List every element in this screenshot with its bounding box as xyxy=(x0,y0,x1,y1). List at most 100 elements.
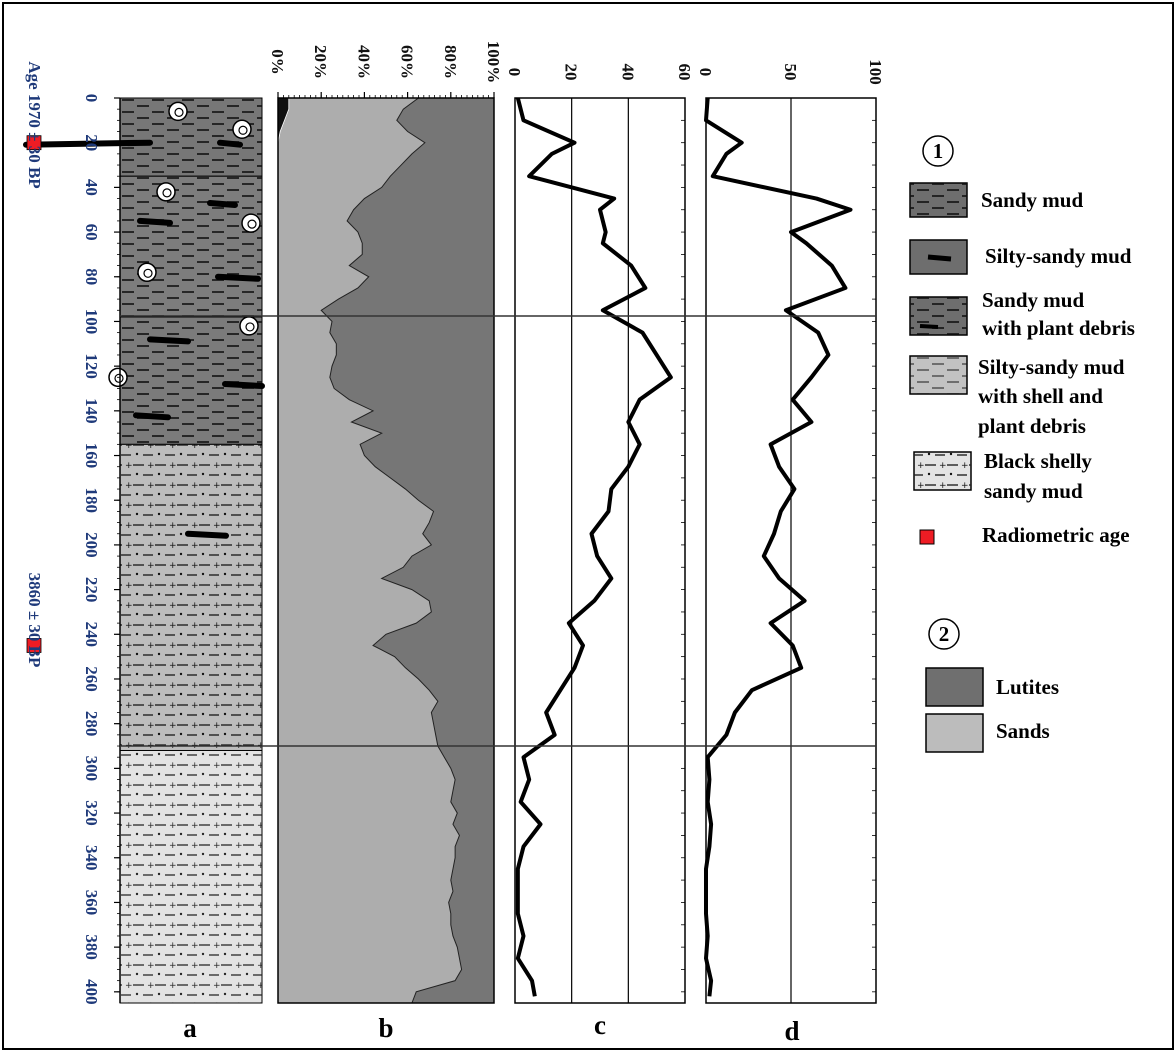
depth-tick-label: 40 xyxy=(82,179,101,196)
x-tick-label: 60% xyxy=(398,45,417,79)
shell-icon xyxy=(239,316,259,336)
legend-item-sandy-mud: Sandy mud xyxy=(909,182,1083,218)
plant-debris-mark xyxy=(147,336,191,345)
lithology-pattern xyxy=(120,316,262,445)
x-tick-label: 40% xyxy=(354,45,373,79)
panel-d-series-line xyxy=(704,97,853,997)
depth-tick-label: 320 xyxy=(82,800,101,826)
panel-label-a: a xyxy=(183,1013,197,1043)
legend-label: with shell and xyxy=(978,384,1103,408)
depth-tick-label: 60 xyxy=(82,224,101,241)
legend-item-radiometric-age: Radiometric age xyxy=(919,523,1130,547)
shell-icon xyxy=(156,182,176,202)
panel-label-d: d xyxy=(784,1016,799,1046)
depth-tick-label: 120 xyxy=(82,353,101,379)
depth-tick-label: 20 xyxy=(82,134,101,151)
x-tick-label: 40 xyxy=(618,64,637,81)
lithology-pattern xyxy=(120,176,262,317)
depth-tick-label: 80 xyxy=(82,268,101,285)
plant-debris-mark xyxy=(207,200,238,209)
depth-tick-label: 400 xyxy=(82,979,101,1005)
shell-icon xyxy=(241,213,261,233)
plant-debris-mark xyxy=(23,139,153,148)
legend-label: Black shelly xyxy=(984,449,1092,473)
x-tick-label: 0 xyxy=(696,68,715,77)
legend-swatch-pattern xyxy=(910,297,967,335)
x-tick-label: 50 xyxy=(781,64,800,81)
lithology-pattern xyxy=(120,750,262,1003)
legend-label: Radiometric age xyxy=(982,523,1130,547)
shell-icon-inner xyxy=(174,107,184,118)
legend-swatch xyxy=(925,713,984,753)
sands-area xyxy=(277,97,463,1004)
legend-item-lutites: Lutites xyxy=(925,667,1059,707)
legend-label: Lutites xyxy=(996,675,1059,699)
legend: 1 Sandy mud Silty-sandy mud Sandy mud wi… xyxy=(909,135,1135,753)
legend-label: sandy mud xyxy=(984,479,1083,503)
shell-icon-inner xyxy=(238,125,248,135)
plant-debris-mark xyxy=(215,273,261,282)
shell-icon xyxy=(232,119,252,140)
depth-tick-label: 0 xyxy=(82,94,101,103)
shell-icon-inner xyxy=(247,219,257,229)
legend-label: Sands xyxy=(996,719,1050,743)
legend-swatch-mark xyxy=(927,254,952,262)
depth-tick-label: 140 xyxy=(82,398,101,424)
legend-swatch-pattern xyxy=(910,183,967,217)
panel-c: 0 20 40 60 c xyxy=(505,64,694,1041)
panel-c-gridlines xyxy=(571,98,629,1003)
x-tick-label: 20% xyxy=(311,45,330,79)
shell-icon-inner xyxy=(114,373,124,383)
shell-icon xyxy=(137,262,157,283)
panel-d-x-ticks: 0 50 100 xyxy=(696,59,885,993)
lithology-symbols xyxy=(23,101,265,539)
x-tick-label: 0% xyxy=(268,49,287,75)
legend-label: with plant debris xyxy=(982,316,1135,340)
legend-label: Sandy mud xyxy=(981,188,1083,212)
depth-tick-label: 280 xyxy=(82,711,101,737)
plant-debris-mark xyxy=(222,381,265,390)
depth-tick-label: 260 xyxy=(82,666,101,692)
depth-ticks: 0 20 40 60 80 100 120 140 160 180 200 220 240 260 280 3… xyxy=(82,94,120,1005)
legend-item-sandy-mud-plant: Sandy mud with plant debris xyxy=(909,288,1135,340)
legend-label: Silty-sandy mud xyxy=(985,244,1132,268)
radiometric-ages: Age 1970 ± 30 BP 3860 ± 30 BP xyxy=(25,61,44,667)
plant-debris-mark xyxy=(185,530,229,539)
x-tick-label: 100% xyxy=(484,41,503,84)
legend-item-sands: Sands xyxy=(925,713,1050,753)
radiometric-age-label: 3860 ± 30 BP xyxy=(25,573,44,668)
shell-icon-inner xyxy=(162,188,172,198)
radiometric-age-marker xyxy=(26,638,42,653)
depth-tick-label: 340 xyxy=(82,845,101,871)
legend-item-silty-shell-plant: Silty-sandy mud with shell and plant deb… xyxy=(909,355,1125,438)
panel-label-b: b xyxy=(378,1013,393,1043)
depth-tick-label: 200 xyxy=(82,532,101,558)
shell-icon xyxy=(168,101,188,122)
x-tick-label: 80% xyxy=(441,45,460,79)
legend-label: Sandy mud xyxy=(982,288,1084,312)
depth-tick-label: 100 xyxy=(82,309,101,335)
panel-b-x-ticks: 0% 20% 40% 60% 80% 100% xyxy=(268,41,503,98)
legend-1-marker xyxy=(922,135,954,167)
lithology-units xyxy=(119,97,263,1004)
legend-2-marker xyxy=(928,618,960,650)
depth-tick-label: 300 xyxy=(82,756,101,782)
legend-item-black-shelly: Black shelly sandy mud xyxy=(913,449,1092,503)
legend-swatch xyxy=(909,239,968,275)
radiometric-age-marker xyxy=(26,135,42,151)
panel-a: 0 20 40 60 80 100 120 140 160 180 200 220 240 260 280 3… xyxy=(23,61,265,1043)
panel-b: 0% 20% 40% 60% 80% 100% b xyxy=(268,41,503,1043)
depth-tick-label: 240 xyxy=(82,622,101,648)
legend-label: plant debris xyxy=(978,414,1086,438)
panel-c-frame xyxy=(514,97,686,1004)
depth-tick-label: 160 xyxy=(82,443,101,469)
legend-item-silty-sandy-mud: Silty-sandy mud xyxy=(909,239,1132,275)
panel-label-c: c xyxy=(594,1010,606,1040)
panel-c-series-line xyxy=(515,97,673,997)
shell-icon-inner xyxy=(245,322,255,332)
x-tick-label: 100 xyxy=(866,59,885,85)
plant-debris-mark xyxy=(133,412,171,421)
plant-debris-mark xyxy=(217,139,243,148)
legend-swatch xyxy=(925,667,984,707)
